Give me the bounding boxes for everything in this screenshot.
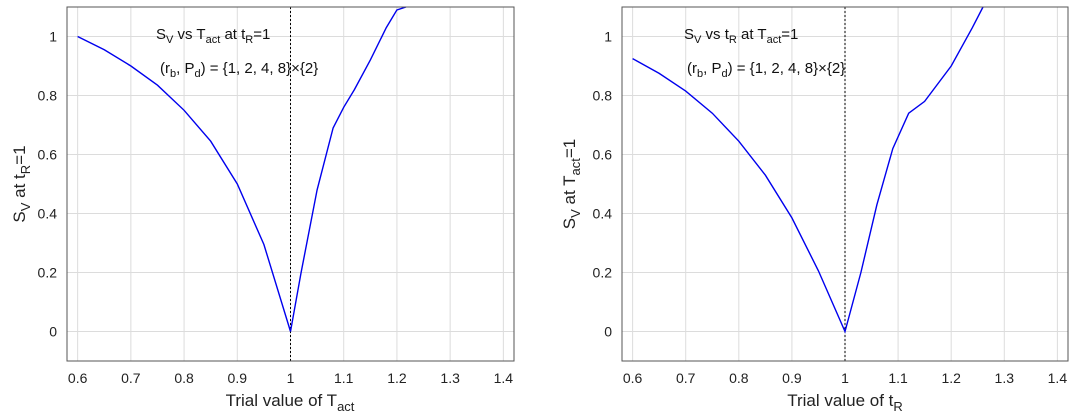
x-tick-label: 1.1 (888, 370, 908, 386)
annotation-title-right: SV vs tR at Tact=1 (684, 26, 798, 46)
x-tick-labels-right: 0.6 0.7 0.8 0.9 1 1.1 1.2 1.3 1.4 (623, 370, 1067, 386)
y-tick-label: 0.6 (593, 147, 613, 163)
x-tick-label: 1.2 (941, 370, 961, 386)
series-line-right (632, 6, 984, 334)
x-tick-label: 1.1 (334, 370, 354, 386)
y-tick-labels-left: 0 0.2 0.4 0.6 0.8 1 (38, 29, 58, 340)
axes-frame-left (66, 6, 515, 362)
x-tick-label: 0.7 (676, 370, 696, 386)
y-tick-label: 0.8 (38, 88, 58, 104)
x-tick-label: 0.8 (729, 370, 749, 386)
y-tick-label: 0.4 (38, 206, 58, 222)
series-line-left (77, 6, 407, 332)
annotation-params-left: (rb, Pd) = {1, 2, 4, 8}×{2} (160, 60, 318, 80)
y-axis-label-right: SV at Tact=1 (560, 139, 583, 229)
axes-frame-right (621, 6, 1069, 362)
y-axis-label-left: SV at tR=1 (10, 145, 33, 222)
x-tick-label: 0.7 (121, 370, 141, 386)
x-tick-label: 0.8 (174, 370, 194, 386)
y-tick-label: 0 (604, 324, 612, 340)
x-tick-label: 0.9 (782, 370, 802, 386)
x-tick-label: 1.4 (494, 370, 514, 386)
x-tick-label: 1 (841, 370, 849, 386)
x-tick-label: 1.4 (1048, 370, 1068, 386)
y-tick-label: 0.2 (593, 265, 613, 281)
y-tick-label: 1 (604, 29, 612, 45)
x-axis-label-left: Trial value of Tact (226, 391, 355, 414)
y-tick-label: 0.6 (38, 147, 58, 163)
y-tick-label: 1 (49, 29, 57, 45)
y-tick-label: 0.2 (38, 265, 58, 281)
x-tick-label: 1 (287, 370, 295, 386)
gridlines-right (622, 7, 1068, 361)
chart-left: 0.6 0.7 0.8 0.9 1 1.1 1.2 1.3 1.4 0 0.2 0.4 0.6 0.8 1… (10, 6, 515, 414)
x-tick-label: 1.3 (995, 370, 1015, 386)
annotation-params-right: (rb, Pd) = {1, 2, 4, 8}×{2} (687, 60, 845, 80)
x-tick-label: 1.2 (387, 370, 407, 386)
y-tick-labels-right: 0 0.2 0.4 0.6 0.8 1 (593, 29, 613, 340)
x-tick-label: 1.3 (440, 370, 460, 386)
annotation-title-left: SV vs Tact at tR=1 (156, 26, 270, 46)
y-tick-label: 0.8 (593, 88, 613, 104)
y-tick-label: 0 (49, 324, 57, 340)
chart-right: 0.6 0.7 0.8 0.9 1 1.1 1.2 1.3 1.4 0 0.2 0.4 0.6 0.8 1… (560, 6, 1069, 414)
x-tick-labels-left: 0.6 0.7 0.8 0.9 1 1.1 1.2 1.3 1.4 (68, 370, 513, 386)
x-axis-label-right: Trial value of tR (787, 391, 903, 414)
y-tick-label: 0.4 (593, 206, 613, 222)
x-tick-label: 0.6 (68, 370, 88, 386)
x-tick-label: 0.9 (228, 370, 248, 386)
x-tick-label: 0.6 (623, 370, 643, 386)
